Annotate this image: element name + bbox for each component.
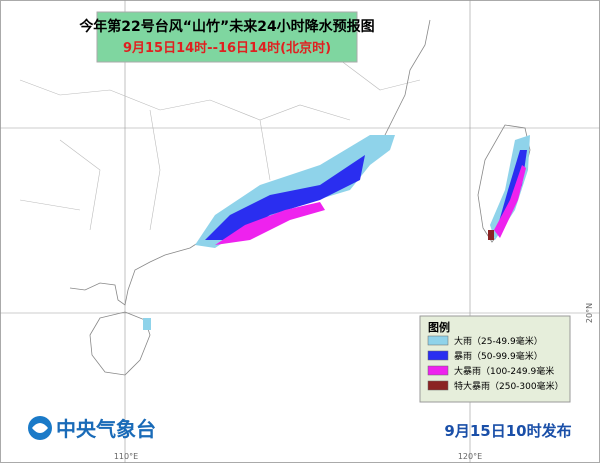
legend-swatch [427,365,449,376]
legend-label: 特大暴雨（250-300毫米） [454,380,564,392]
rain-storm [498,150,527,225]
rain-heavy-storm [494,165,526,238]
lon-label: 110°E [114,452,138,461]
agency: 中央气象台 [56,417,156,441]
legend-title: 图例 [428,320,450,334]
logo-mark [32,423,48,433]
subtitle: 9月15日14时--16日14时(北京时) [123,40,331,56]
hainan [89,311,151,376]
province-border [19,59,421,231]
lon-label: 120°E [458,452,482,461]
legend-swatch [427,380,449,391]
rain-heavy-storm [215,202,325,245]
lat-label: 20°N [585,303,594,323]
legend-swatch [427,350,449,361]
legend-swatch [427,335,449,346]
rain-extreme [488,230,494,240]
legend: 大雨（25-49.9毫米） 暴雨（50-99.9毫米） 大暴雨（100-249.9毫… [427,335,564,392]
legend-label: 暴雨（50-99.9毫米） [454,350,543,362]
rain-storm [205,155,365,240]
legend-label: 大雨（25-49.9毫米） [454,335,543,347]
rain-heavy [143,318,151,330]
issued: 9月15日10时发布 [444,422,571,440]
title-box [96,11,358,63]
legend-label: 大暴雨（100-249.9毫米 [454,365,554,377]
title: 今年第22号台风“山竹”未来24小时降水预报图 [78,18,374,35]
